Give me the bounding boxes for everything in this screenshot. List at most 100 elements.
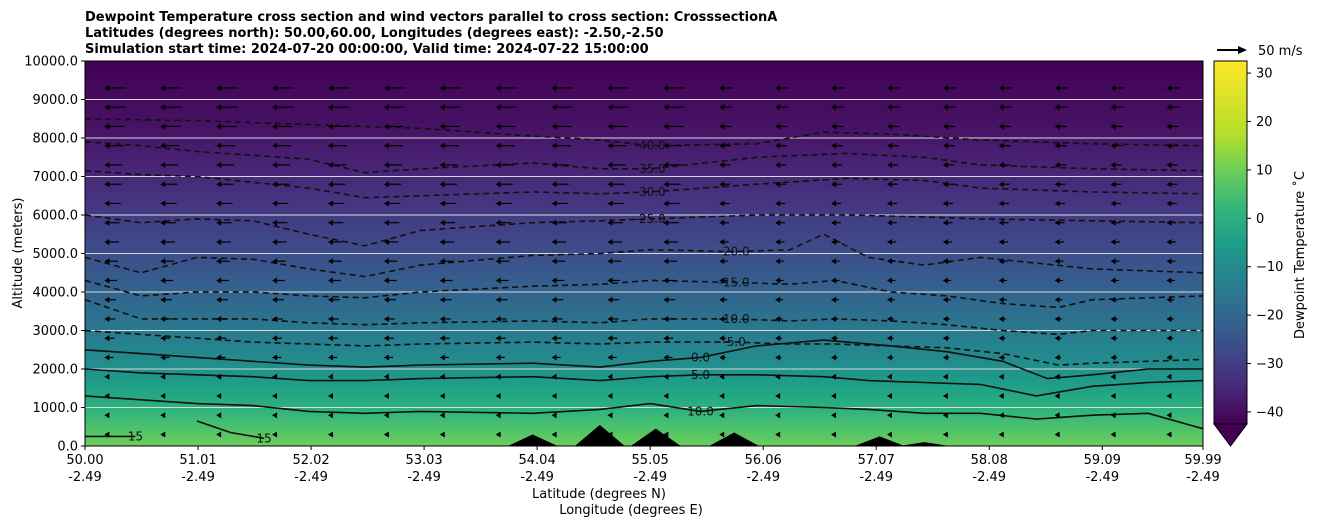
colorbar-tick-label: −10 [1256,260,1283,275]
wind-vector-head [831,315,837,322]
wind-vector-head [551,315,557,322]
wind-vector-head [216,431,222,438]
wind-vector-head [775,142,781,149]
wind-vector-head [551,373,557,380]
contour-label: -20.0 [719,245,750,259]
wind-vector-head [886,142,892,149]
x-tick-label-lon: -2.49 [1085,470,1119,485]
y-tick-label: 4000.0 [33,286,79,301]
wind-vector-head [383,373,389,380]
wind-vector-head [1166,315,1172,322]
wind-vector-head [439,373,445,380]
wind-vector-head [327,181,333,188]
wind-vector-head [775,123,781,130]
wind-vector-head [831,181,837,188]
wind-vector-head [607,258,613,265]
contour-line [85,169,1203,199]
wind-vector-head [886,315,892,322]
wind-vector-head [551,200,557,207]
y-tick-label: 2000.0 [33,363,79,378]
wind-vector-head [272,373,278,380]
wind-vector-head [216,161,222,168]
wind-vector-head [719,142,725,149]
wind-vector-head [1110,161,1116,168]
wind-vector-head [327,238,333,245]
wind-vector-head [160,315,166,322]
wind-vector-head [998,200,1004,207]
wind-vector-head [942,392,948,399]
wind-vector-head [942,277,948,284]
colorbar-tick-label: 0 [1256,212,1264,227]
wind-vector-head [607,335,613,342]
wind-vector-head [439,161,445,168]
x-tick-label-lat: 54.04 [519,453,556,468]
wind-vector-head [607,412,613,419]
wind-vector-head [886,161,892,168]
y-tick-label: 6000.0 [33,209,79,224]
wind-vector-head [272,354,278,361]
wind-vector-head [160,181,166,188]
wind-vector-head [1110,238,1116,245]
y-tick-label: 0.0 [57,440,78,455]
wind-vector-head [383,84,389,91]
wind-vector-head [831,354,837,361]
contour-label: -25.0 [635,212,666,226]
wind-vector-head [1054,412,1060,419]
wind-vector-head [272,315,278,322]
wind-vector-head [1054,258,1060,265]
x-tick-label-lat: 55.05 [632,453,669,468]
wind-vector-head [607,277,613,284]
wind-vector-head [439,219,445,226]
wind-vector-head [1054,123,1060,130]
wind-vector-head [551,258,557,265]
wind-vector-head [160,354,166,361]
wind-vector-head [160,296,166,303]
colorbar-tick-label: −30 [1256,357,1283,372]
wind-vector-head [663,84,669,91]
wind-vector-head [439,258,445,265]
wind-vector-head [327,161,333,168]
wind-vector-head [607,296,613,303]
wind-vector-head [104,431,110,438]
chart-title-line-3: Simulation start time: 2024-07-20 00:00:… [85,42,649,57]
wind-vector-head [1054,200,1060,207]
colorbar-tick-label: 10 [1256,163,1273,178]
wind-vector-head [1054,315,1060,322]
wind-vector-head [663,392,669,399]
wind-vector-head [719,392,725,399]
x-tick-label-lat: 59.99 [1184,453,1221,468]
wind-vector-head [775,219,781,226]
wind-vector-head [831,392,837,399]
wind-vector-head [160,392,166,399]
wind-vector-head [1054,373,1060,380]
wind-vector-head [216,258,222,265]
wind-vector-head [160,431,166,438]
wind-vector-head [216,200,222,207]
wind-vector-head [998,219,1004,226]
wind-vector-head [327,296,333,303]
contour-label: 15 [256,431,271,445]
wind-vector-head [104,84,110,91]
wind-vector-head [663,335,669,342]
wind-vector-head [942,373,948,380]
wind-vector-head [886,181,892,188]
wind-vector-head [104,296,110,303]
wind-vector-head [831,123,837,130]
wind-vector-head [439,123,445,130]
wind-vector-head [495,161,501,168]
y-tick-label: 8000.0 [33,132,79,147]
wind-vector-head [439,238,445,245]
wind-vector-head [383,219,389,226]
wind-vector-head [775,431,781,438]
x-tick-label-lon: -2.49 [407,470,441,485]
wind-vector-head [327,335,333,342]
wind-vector-head [1054,431,1060,438]
wind-vector-head [551,181,557,188]
wind-vector-head [551,142,557,149]
wind-vector-head [1166,392,1172,399]
orography-terrain [331,424,950,446]
wind-vector-head [719,412,725,419]
x-tick-label-lat: 57.07 [858,453,895,468]
contour-line [85,141,1203,174]
